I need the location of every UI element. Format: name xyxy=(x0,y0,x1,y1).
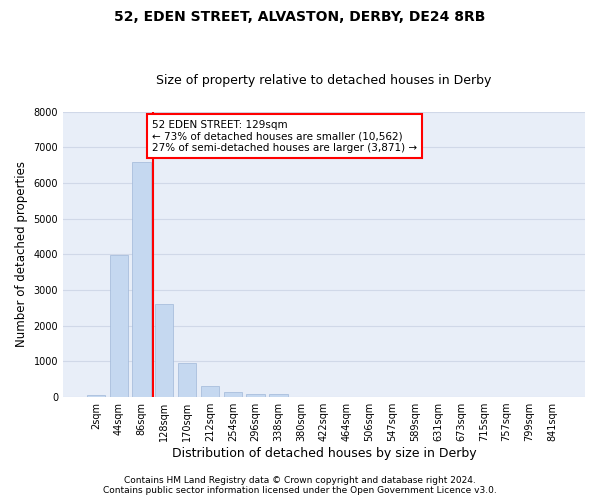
Bar xyxy=(87,394,105,397)
Bar xyxy=(133,162,151,397)
X-axis label: Distribution of detached houses by size in Derby: Distribution of detached houses by size … xyxy=(172,447,476,460)
Bar xyxy=(201,386,219,397)
Bar xyxy=(224,392,242,397)
Text: 52, EDEN STREET, ALVASTON, DERBY, DE24 8RB: 52, EDEN STREET, ALVASTON, DERBY, DE24 8… xyxy=(115,10,485,24)
Title: Size of property relative to detached houses in Derby: Size of property relative to detached ho… xyxy=(157,74,492,87)
Y-axis label: Number of detached properties: Number of detached properties xyxy=(15,162,28,348)
Bar xyxy=(110,255,128,397)
Bar xyxy=(155,304,173,397)
Bar xyxy=(178,363,196,397)
Text: 52 EDEN STREET: 129sqm
← 73% of detached houses are smaller (10,562)
27% of semi: 52 EDEN STREET: 129sqm ← 73% of detached… xyxy=(152,120,417,153)
Text: Contains HM Land Registry data © Crown copyright and database right 2024.
Contai: Contains HM Land Registry data © Crown c… xyxy=(103,476,497,495)
Bar xyxy=(269,394,287,397)
Bar xyxy=(247,394,265,397)
